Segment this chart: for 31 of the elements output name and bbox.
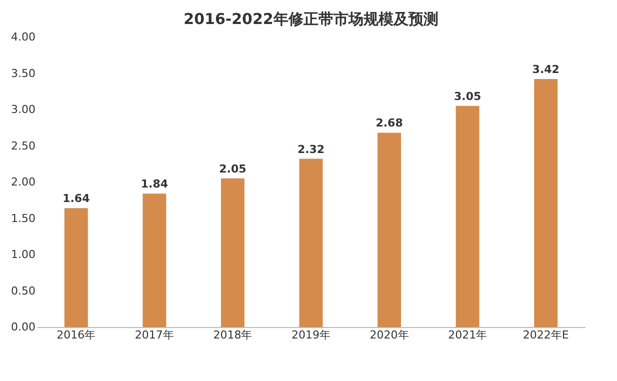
bar (534, 79, 558, 327)
y-tick-label: 4.00 (11, 30, 36, 44)
chart-title: 2016-2022年修正带市场规模及预测 (184, 10, 438, 28)
bar (378, 132, 402, 327)
y-tick-label: 3.00 (11, 103, 36, 116)
x-tick-label: 2020年 (370, 328, 409, 342)
y-tick-label: 3.50 (11, 66, 36, 80)
y-tick-label: 1.50 (11, 212, 36, 225)
data-label: 3.42 (532, 63, 560, 76)
y-tick-label: 2.50 (11, 139, 36, 152)
data-label: 1.84 (140, 178, 168, 191)
bar (299, 158, 323, 327)
data-label: 3.05 (454, 90, 482, 103)
y-tick-label: 0.00 (11, 320, 36, 334)
y-tick-label: 1.00 (11, 248, 36, 261)
bar (456, 106, 480, 327)
x-tick-label: 2016年 (56, 328, 96, 342)
bar (64, 208, 88, 327)
x-tick-label: 2021年 (448, 328, 488, 342)
data-label: 2.05 (219, 162, 246, 176)
x-tick-label: 2018年 (213, 328, 252, 342)
y-tick-label: 2.00 (11, 176, 36, 188)
data-label: 2.68 (376, 116, 403, 130)
y-tick-label: 0.50 (11, 284, 36, 298)
x-tick-label: 2022年E (522, 328, 569, 342)
data-label: 2.32 (297, 142, 325, 156)
x-tick-label: 2019年 (292, 328, 330, 342)
bar (142, 194, 166, 327)
bar (220, 178, 244, 327)
data-label: 1.64 (62, 192, 90, 206)
x-tick-label: 2017年 (134, 328, 174, 342)
